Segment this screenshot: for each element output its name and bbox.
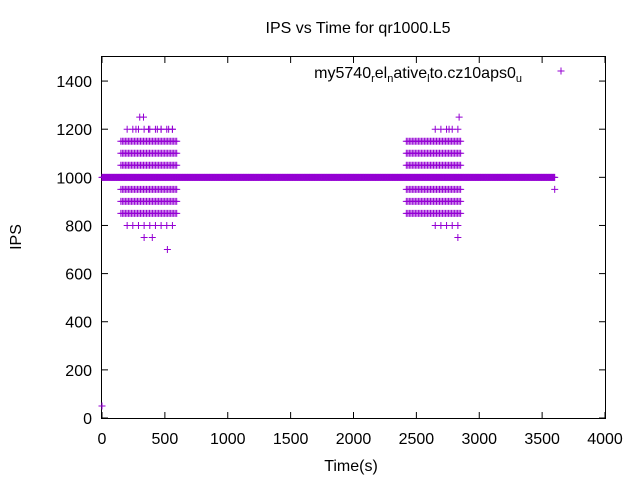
y-tick-label: 1200 — [56, 122, 92, 139]
data-point — [145, 125, 153, 133]
data-point — [551, 173, 559, 181]
legend: my5740relnativelto.cz10aps0u — [314, 65, 565, 85]
data-point — [173, 185, 181, 193]
data-point — [168, 125, 176, 133]
plot-frame — [101, 56, 606, 419]
data-point — [454, 221, 462, 229]
legend-marker — [557, 67, 565, 75]
data-point — [455, 113, 463, 121]
data-point — [454, 125, 462, 133]
legend-plus-marker — [557, 67, 565, 75]
data-point — [139, 113, 147, 121]
data-point — [454, 234, 462, 241]
data-point — [148, 234, 156, 241]
data-point — [173, 137, 181, 145]
legend-text-part: to.cz10aps0 — [430, 65, 516, 82]
x-tick-label: 1500 — [273, 431, 309, 448]
x-axis: 0 500 1000 1500 2000 2500 3000 3500 4000 — [98, 57, 623, 448]
data-point — [457, 197, 465, 205]
data-point — [457, 161, 465, 169]
y-tick-label: 1000 — [56, 170, 92, 187]
data-point — [163, 246, 171, 254]
x-tick-label: 4000 — [587, 431, 623, 448]
legend-text-part: el — [375, 65, 387, 82]
legend-label: my5740relnativelto.cz10aps0u — [314, 65, 522, 85]
legend-text-part: ative — [393, 65, 427, 82]
legend-subscript: u — [516, 73, 522, 85]
x-tick-label: 3000 — [461, 431, 497, 448]
chart-title: IPS vs Time for qr1000.L5 — [266, 20, 451, 37]
x-tick-label: 1000 — [210, 431, 246, 448]
y-tick-label: 400 — [65, 315, 92, 332]
data-point — [173, 209, 181, 217]
x-tick-label: 500 — [152, 431, 179, 448]
y-tick-label: 800 — [65, 218, 92, 235]
data-point — [445, 125, 453, 133]
x-tick-label: 2000 — [336, 431, 372, 448]
data-points — [98, 113, 559, 410]
x-tick-label: 3500 — [524, 431, 560, 448]
x-tick-label: 2500 — [399, 431, 435, 448]
x-axis-label: Time(s) — [324, 458, 378, 475]
x-tick-label: 0 — [98, 431, 107, 448]
legend-subscript: n — [387, 73, 393, 85]
legend-subscript: r — [371, 73, 375, 85]
data-point — [457, 149, 465, 157]
data-point — [173, 149, 181, 157]
data-point — [457, 137, 465, 145]
data-point — [132, 125, 140, 133]
data-point — [457, 209, 465, 217]
data-point — [173, 161, 181, 169]
data-point — [140, 234, 148, 241]
y-axis-label: IPS — [8, 224, 25, 250]
legend-subscript: l — [427, 73, 429, 85]
data-point — [168, 221, 176, 229]
y-tick-label: 200 — [65, 363, 92, 380]
legend-text-part: my5740 — [314, 65, 371, 82]
y-axis: 0 200 400 600 800 1000 1200 1400 — [56, 74, 605, 428]
y-tick-label: 0 — [83, 411, 92, 428]
data-point — [457, 185, 465, 193]
data-point — [551, 185, 559, 193]
data-point — [98, 402, 106, 410]
y-tick-label: 600 — [65, 267, 92, 284]
data-point — [157, 125, 165, 133]
y-tick-label: 1400 — [56, 74, 92, 91]
data-point — [173, 197, 181, 205]
